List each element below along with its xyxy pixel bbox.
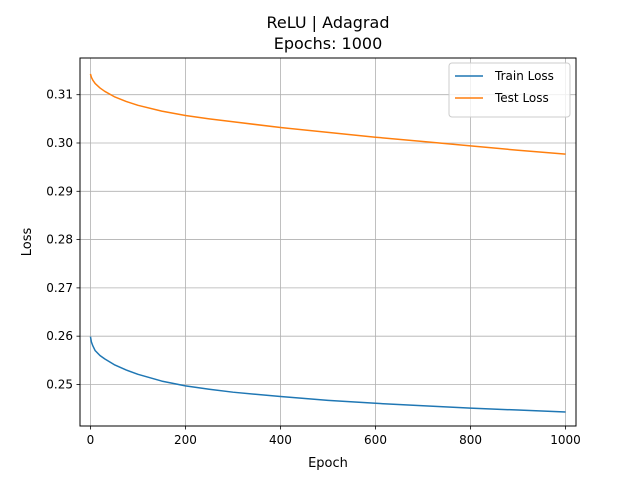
series-line-1 bbox=[89, 336, 566, 413]
y-tick-label: 0.30 bbox=[46, 136, 73, 150]
x-tick-label: 1000 bbox=[550, 433, 581, 447]
chart-subtitle: Epochs: 1000 bbox=[274, 34, 383, 53]
plot-frame bbox=[79, 57, 577, 427]
series-line-2 bbox=[89, 73, 566, 155]
legend: Train Loss Test Loss bbox=[448, 62, 571, 118]
series-lines bbox=[89, 73, 566, 413]
chart-title: ReLU | Adagrad bbox=[267, 13, 390, 32]
x-tick-label: 200 bbox=[174, 433, 197, 447]
x-tick-label: 600 bbox=[364, 433, 387, 447]
y-tick-label: 0.29 bbox=[46, 184, 73, 198]
y-axis-label: Loss bbox=[20, 228, 35, 257]
y-tick-label: 0.26 bbox=[46, 329, 73, 343]
x-tick-label: 0 bbox=[87, 433, 95, 447]
x-tick-label: 400 bbox=[269, 433, 292, 447]
grid-lines bbox=[80, 58, 576, 426]
y-tick-label: 0.28 bbox=[46, 233, 73, 247]
legend-label-1: Train Loss bbox=[494, 69, 554, 83]
y-tick-label: 0.27 bbox=[46, 281, 73, 295]
x-axis-label: Epoch bbox=[308, 456, 348, 471]
y-tick-label: 0.31 bbox=[46, 88, 73, 102]
x-tick-label: 800 bbox=[459, 433, 482, 447]
axis-ticks: 0 200 400 600 800 1000 0.25 0.26 0.27 0.28 0.29 0.3… bbox=[46, 88, 581, 447]
legend-label-2: Test Loss bbox=[494, 91, 549, 105]
y-tick-label: 0.25 bbox=[46, 377, 73, 391]
